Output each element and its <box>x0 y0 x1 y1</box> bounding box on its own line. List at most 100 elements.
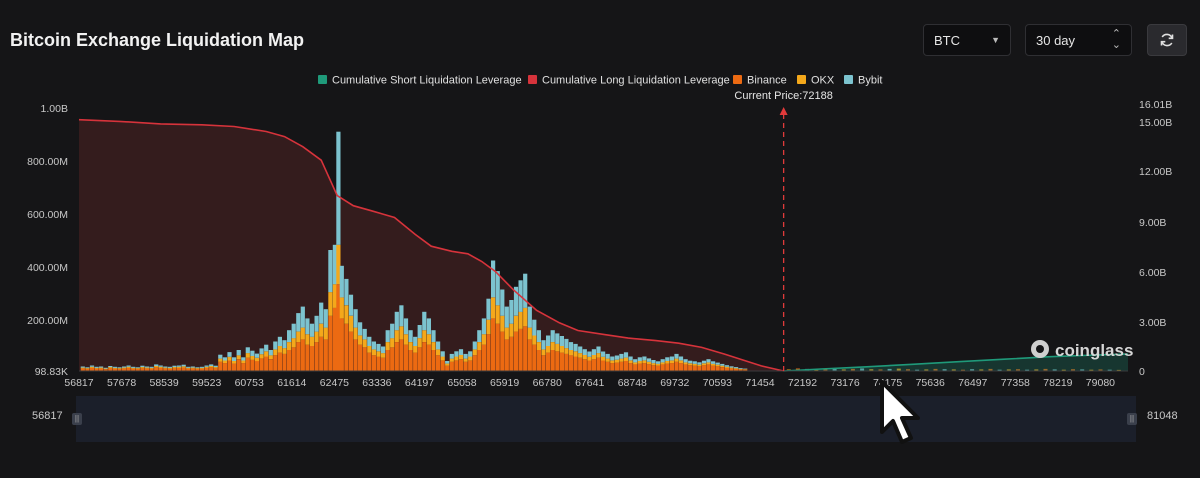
bar-bybit <box>245 347 250 354</box>
bar-okx <box>436 349 441 356</box>
bar-binance <box>204 367 209 371</box>
bar-bybit <box>158 365 163 367</box>
bar-binance <box>669 363 674 371</box>
bar-bybit <box>706 359 711 363</box>
bar-okx <box>431 342 436 350</box>
short-bar <box>814 369 819 371</box>
bar-bybit <box>656 361 661 364</box>
bar-bybit <box>720 363 725 366</box>
bar-okx <box>642 360 647 364</box>
current-price-marker: Current Price:72188 <box>734 90 833 371</box>
short-bar <box>832 368 837 371</box>
legend-swatch-3 <box>797 75 806 84</box>
x-tick-label: 71454 <box>745 377 774 389</box>
bar-okx <box>144 367 150 369</box>
bar-bybit <box>500 289 505 316</box>
bar-binance <box>358 344 363 371</box>
bar-binance <box>236 359 241 371</box>
y-right-tick-label: 9.00B <box>1139 217 1166 229</box>
x-tick-label: 62475 <box>320 377 349 389</box>
bar-binance <box>362 347 367 371</box>
bar-bybit <box>711 361 716 364</box>
bar-bybit <box>591 349 596 355</box>
bar-bybit <box>344 278 349 306</box>
bar-okx <box>399 326 404 340</box>
range-select[interactable]: 30 day ⌃ ⌄ <box>1025 24 1132 56</box>
bar-okx <box>683 362 688 365</box>
bar-okx <box>287 342 292 350</box>
bar-okx <box>463 358 468 362</box>
bar-okx <box>486 319 491 335</box>
bar-bybit <box>305 318 310 335</box>
bar-binance <box>614 362 619 371</box>
bar-bybit <box>399 305 404 327</box>
bar-binance <box>568 355 574 371</box>
current-price-arrow <box>779 107 788 115</box>
bar-okx <box>417 338 422 348</box>
short-bar <box>997 369 1002 371</box>
bar-binance <box>199 368 205 371</box>
bar-binance <box>287 350 292 371</box>
bar-okx <box>250 356 255 360</box>
short-bar <box>1089 369 1094 371</box>
bar-okx <box>734 368 739 369</box>
bar-okx <box>190 367 195 369</box>
bar-bybit <box>729 366 734 368</box>
bar-binance <box>222 363 227 371</box>
bar-okx <box>711 363 716 366</box>
bar-bybit <box>126 365 131 367</box>
short-bar <box>878 369 883 371</box>
bar-binance <box>458 359 464 371</box>
axes-layer: 56817 57678 58539 59523 60753 61614 62475 63336… <box>27 99 1172 389</box>
bar-bybit <box>259 348 264 355</box>
bar-bybit <box>527 306 532 328</box>
bar-binance <box>523 326 528 371</box>
bar-binance <box>332 307 337 371</box>
bar-bybit <box>463 353 468 359</box>
legend-swatch-1 <box>528 75 537 84</box>
bar-okx <box>472 349 477 356</box>
bar-okx <box>578 353 583 358</box>
zoom-handle-right[interactable]: || <box>1127 413 1137 425</box>
bar-binance <box>218 361 223 371</box>
bar-binance <box>587 360 592 371</box>
bar-bybit <box>314 315 319 332</box>
bar-bybit <box>300 306 305 328</box>
bar-okx <box>241 360 246 364</box>
bar-binance <box>720 367 725 371</box>
bar-binance <box>715 366 720 371</box>
coinglass-brand-text: coinglass <box>1055 341 1133 360</box>
bar-binance <box>131 368 136 371</box>
refresh-button[interactable] <box>1147 24 1187 56</box>
bar-binance <box>394 342 399 371</box>
bar-binance <box>651 365 656 371</box>
bar-bybit <box>623 352 629 358</box>
bar-bybit <box>573 343 578 352</box>
bar-okx <box>413 346 418 353</box>
x-tick-label: 78219 <box>1043 377 1072 389</box>
bar-binance <box>491 318 496 371</box>
x-tick-label: 73176 <box>830 377 859 389</box>
page-title: Bitcoin Exchange Liquidation Map <box>10 30 305 50</box>
bar-bybit <box>431 330 436 342</box>
bar-binance <box>348 331 354 371</box>
chevron-down-icon: ▼ <box>991 35 1000 45</box>
x-tick-label: 57678 <box>107 377 136 389</box>
bar-binance <box>495 323 500 371</box>
zoom-handle-left[interactable]: || <box>72 413 82 425</box>
bar-okx <box>513 315 519 332</box>
bar-okx <box>264 351 269 357</box>
short-bar <box>1016 369 1020 371</box>
bar-okx <box>596 353 601 358</box>
bar-okx <box>167 367 172 369</box>
bar-bybit <box>550 330 555 342</box>
coin-select[interactable]: BTC ▼ <box>923 24 1011 56</box>
bar-bybit <box>131 366 136 368</box>
bar-binance <box>158 367 163 371</box>
zoom-slider-track[interactable] <box>76 396 1136 442</box>
bar-bybit <box>697 362 702 365</box>
bar-bybit <box>291 323 296 339</box>
bar-bybit <box>403 318 409 335</box>
short-bar <box>841 369 846 371</box>
bar-okx <box>665 361 670 364</box>
